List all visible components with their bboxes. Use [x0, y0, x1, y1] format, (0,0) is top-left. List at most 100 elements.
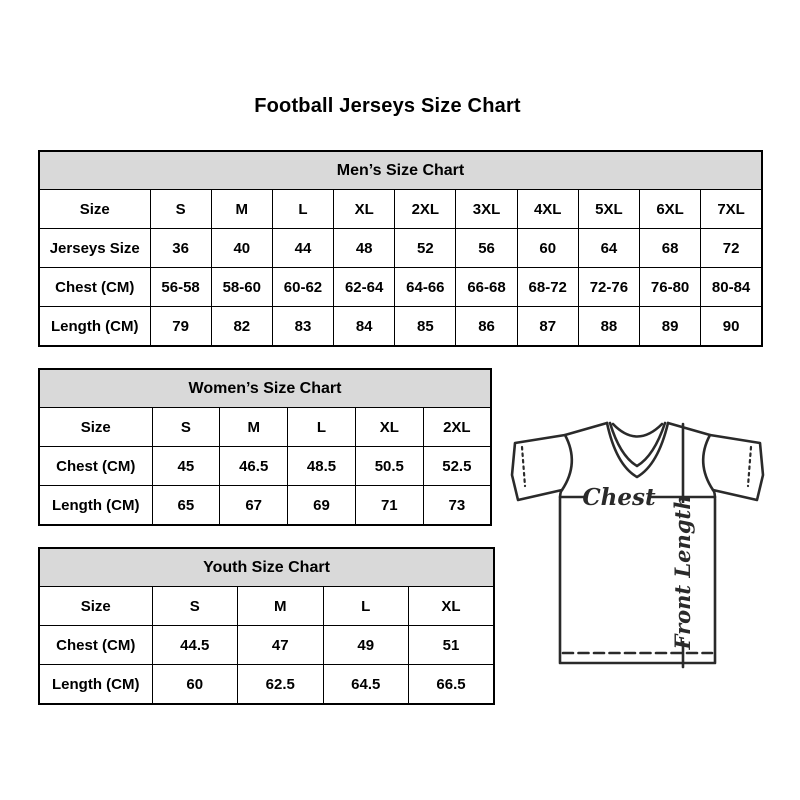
size-cell: 44: [271, 228, 335, 268]
table-header-row: Youth Size Chart: [38, 547, 495, 587]
table-row: Size S M L XL 2XL: [38, 407, 492, 447]
row-label: Length (CM): [38, 306, 151, 347]
size-cell: 49: [322, 625, 409, 665]
size-cell: 72-76: [577, 267, 641, 307]
size-cell: 4XL: [516, 189, 579, 229]
size-cell: 64-66: [394, 267, 457, 307]
size-cell: 64.5: [322, 664, 409, 705]
size-cell: 7XL: [700, 189, 763, 229]
size-cell: 56-58: [149, 267, 212, 307]
row-label: Size: [38, 407, 153, 447]
size-cell: XL: [408, 586, 495, 626]
size-cell: L: [322, 586, 409, 626]
table-title: Men’s Size Chart: [38, 150, 763, 190]
table-row: Length (CM) 79 82 83 84 85 86 87 88 89 90: [38, 306, 763, 347]
size-cell: M: [210, 189, 273, 229]
size-cell: 86: [455, 306, 518, 347]
size-cell: 87: [516, 306, 579, 347]
size-cell: 48: [333, 228, 396, 268]
collar-inner-curve: [608, 421, 667, 468]
left-cuff-stitch: [520, 445, 527, 488]
size-cell: 76-80: [638, 267, 702, 307]
size-cell: 69: [287, 485, 356, 526]
row-label: Chest (CM): [38, 446, 153, 486]
size-cell: 48.5: [287, 446, 356, 486]
table-row: Chest (CM) 45 46.5 48.5 50.5 52.5: [38, 446, 492, 486]
size-cell: 64: [577, 228, 641, 268]
size-cell: L: [271, 189, 335, 229]
size-cell: 89: [638, 306, 702, 347]
size-cell: 44.5: [151, 625, 238, 665]
table-header-row: Men’s Size Chart: [38, 150, 763, 190]
size-cell: 52.5: [422, 446, 492, 486]
size-cell: 47: [237, 625, 324, 665]
front-length-label-bg: [671, 503, 696, 641]
size-cell: 2XL: [422, 407, 492, 447]
size-cell: 88: [577, 306, 641, 347]
size-cell: 79: [149, 306, 212, 347]
size-cell: 65: [151, 485, 221, 526]
left-armhole-seam: [560, 433, 574, 492]
chest-label-bg: [587, 483, 651, 510]
size-cell: 60: [516, 228, 579, 268]
size-cell: L: [287, 407, 356, 447]
table-row: Size S M L XL: [38, 586, 495, 626]
size-cell: 62.5: [237, 664, 324, 705]
size-cell: 5XL: [577, 189, 641, 229]
size-cell: 71: [354, 485, 424, 526]
row-label: Chest (CM): [38, 267, 151, 307]
jersey-outline: [510, 421, 765, 665]
size-cell: 68-72: [516, 267, 579, 307]
size-cell: 90: [700, 306, 763, 347]
page-title: Football Jerseys Size Chart: [254, 95, 521, 117]
row-label: Jerseys Size: [38, 228, 151, 268]
size-cell: XL: [354, 407, 424, 447]
size-cell: 46.5: [219, 446, 289, 486]
size-cell: 62-64: [333, 267, 396, 307]
table-row: Length (CM) 65 67 69 71 73: [38, 485, 492, 526]
size-cell: 60: [151, 664, 238, 705]
size-cell: 52: [394, 228, 457, 268]
size-cell: 82: [210, 306, 273, 347]
size-cell: 6XL: [638, 189, 702, 229]
size-cell: S: [149, 189, 212, 229]
front-length-label: Front Length: [670, 495, 695, 651]
size-cell: 45: [151, 446, 221, 486]
size-cell: 85: [394, 306, 457, 347]
table-row: Chest (CM) 56-58 58-60 60-62 62-64 64-66 66-68…: [38, 267, 763, 307]
size-cell: 58-60: [210, 267, 273, 307]
row-label: Length (CM): [38, 485, 153, 526]
row-label: Size: [38, 189, 151, 229]
size-cell: 66.5: [408, 664, 495, 705]
size-cell: XL: [333, 189, 396, 229]
table-row: Length (CM) 60 62.5 64.5 66.5: [38, 664, 495, 705]
size-cell: 51: [408, 625, 495, 665]
size-cell: M: [237, 586, 324, 626]
chest-label: Chest: [582, 484, 656, 511]
size-cell: 3XL: [455, 189, 518, 229]
row-label: Chest (CM): [38, 625, 153, 665]
table-title: Women’s Size Chart: [38, 368, 492, 408]
right-armhole-seam: [701, 433, 715, 492]
size-cell: 2XL: [394, 189, 457, 229]
size-cell: S: [151, 407, 221, 447]
table-header-row: Women’s Size Chart: [38, 368, 492, 408]
size-cell: 60-62: [271, 267, 335, 307]
collar-back-curve: [611, 422, 664, 438]
size-cell: 36: [149, 228, 212, 268]
size-cell: 68: [638, 228, 702, 268]
size-cell: M: [219, 407, 289, 447]
jersey-diagram: Chest Front Length: [503, 413, 795, 675]
youth-size-chart: Youth Size Chart Size S M L XL Chest (CM) 44.5…: [38, 547, 495, 705]
collar-outer-curve: [605, 421, 670, 479]
row-label: Size: [38, 586, 153, 626]
table-row: Size S M L XL 2XL 3XL 4XL 5XL 6XL 7XL: [38, 189, 763, 229]
size-cell: 72: [700, 228, 763, 268]
row-label: Length (CM): [38, 664, 153, 705]
size-cell: 84: [333, 306, 396, 347]
size-cell: 50.5: [354, 446, 424, 486]
table-title: Youth Size Chart: [38, 547, 495, 587]
size-cell: 40: [210, 228, 273, 268]
size-cell: 80-84: [700, 267, 763, 307]
womens-size-chart: Women’s Size Chart Size S M L XL 2XL Chest (CM…: [38, 368, 492, 526]
